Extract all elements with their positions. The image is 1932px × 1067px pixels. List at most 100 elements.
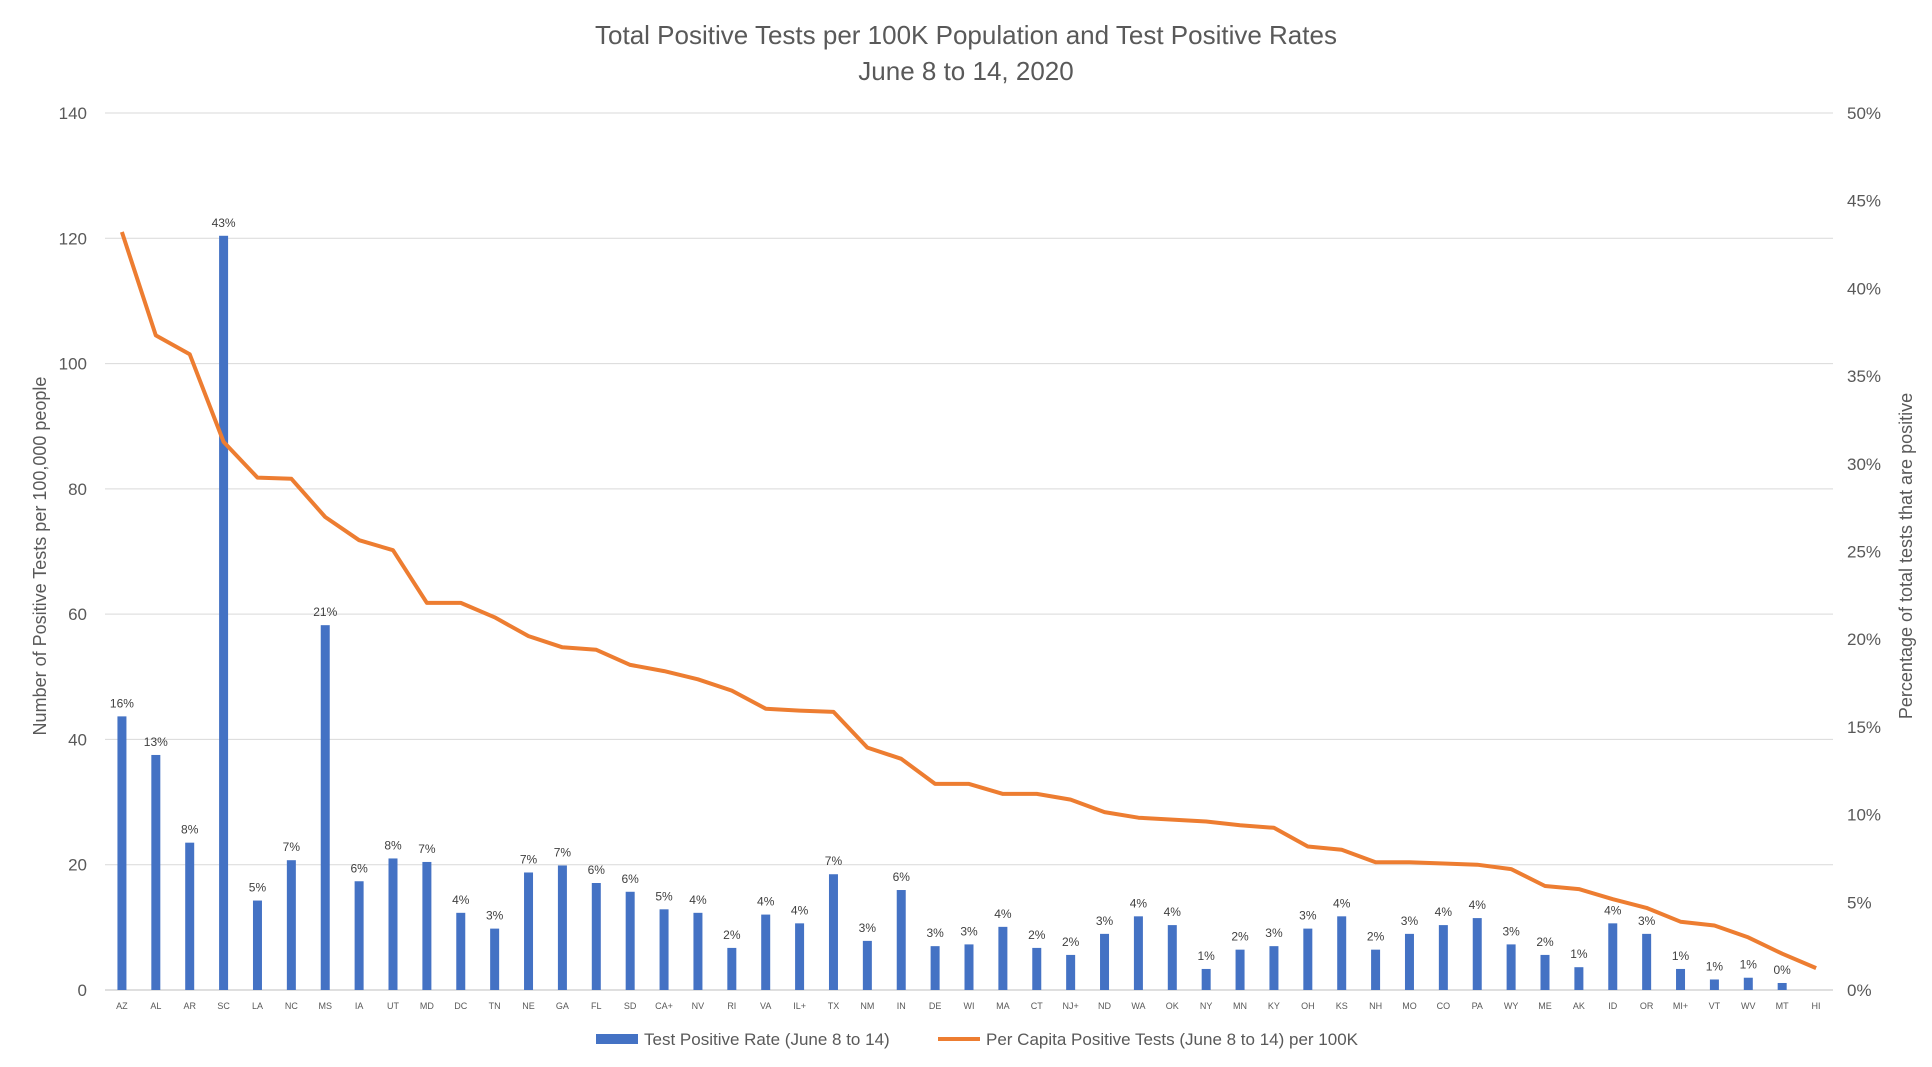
- bar: [320, 625, 330, 990]
- bar: [252, 900, 262, 990]
- category-tick-label: HI: [1812, 1001, 1821, 1011]
- bar: [1777, 982, 1787, 990]
- category-tick-label: DC: [454, 1001, 467, 1011]
- category-tick-label: TN: [489, 1001, 501, 1011]
- bar: [727, 947, 737, 990]
- bar-data-label: 5%: [249, 881, 267, 895]
- bar: [828, 874, 838, 990]
- category-tick-label: MA: [996, 1001, 1010, 1011]
- bar-data-label: 4%: [1469, 898, 1487, 912]
- bar: [422, 861, 432, 990]
- bar-data-label: 6%: [588, 863, 606, 877]
- bar-data-label: 4%: [1604, 903, 1622, 917]
- bar-data-label: 2%: [723, 928, 741, 942]
- bar: [1438, 925, 1448, 990]
- right-tick-label: 45%: [1847, 192, 1881, 211]
- left-tick-label: 100: [59, 355, 87, 374]
- bar: [388, 858, 398, 990]
- category-tick-label: LA: [252, 1001, 263, 1011]
- category-tick-label: FL: [591, 1001, 602, 1011]
- bar-data-label: 6%: [893, 870, 911, 884]
- bar-data-label: 2%: [1028, 928, 1046, 942]
- category-tick-label: NE: [522, 1001, 535, 1011]
- category-tick-label: KS: [1336, 1001, 1348, 1011]
- category-tick-label: VT: [1709, 1001, 1721, 1011]
- bar: [456, 912, 466, 990]
- category-tick-label: AL: [150, 1001, 161, 1011]
- category-tick-label: MS: [318, 1001, 332, 1011]
- category-tick-label: IA: [355, 1001, 364, 1011]
- bar-data-label: 3%: [1299, 909, 1317, 923]
- right-axis-label: Percentage of total tests that are posit…: [1896, 393, 1916, 719]
- bar: [1404, 933, 1414, 990]
- bar: [1371, 949, 1381, 990]
- chart-subtitle: June 8 to 14, 2020: [858, 56, 1073, 86]
- bar-data-label: 6%: [350, 861, 368, 875]
- category-tick-label: UT: [387, 1001, 399, 1011]
- bar-data-label: 3%: [486, 909, 504, 923]
- right-tick-label: 40%: [1847, 279, 1881, 298]
- category-tick-label: MT: [1776, 1001, 1789, 1011]
- series-line: [119, 231, 1817, 970]
- category-tick-label: DE: [929, 1001, 942, 1011]
- bar-data-label: 3%: [1638, 914, 1656, 928]
- bar-data-labels: 16% 13% 8% 43% 5% 7% 21% 6% 8% 7% 4% 3% 7% 7% 6% 6% 5% 4%…: [110, 216, 1791, 977]
- bar: [1032, 947, 1042, 990]
- bar: [591, 883, 601, 990]
- bar-data-label: 4%: [452, 893, 470, 907]
- bar: [659, 909, 669, 990]
- left-tick-label: 140: [59, 104, 87, 123]
- category-tick-label: AK: [1573, 1001, 1585, 1011]
- bar-data-label: 16%: [110, 696, 134, 710]
- category-tick-label: NY: [1200, 1001, 1213, 1011]
- bar: [1269, 946, 1279, 990]
- category-tick-label: RI: [727, 1001, 736, 1011]
- bar-data-label: 6%: [622, 872, 640, 886]
- chart-title: Total Positive Tests per 100K Population…: [595, 20, 1337, 50]
- bar: [998, 926, 1008, 990]
- bar: [1540, 954, 1550, 990]
- bar: [117, 716, 127, 990]
- category-tick-label: CT: [1031, 1001, 1043, 1011]
- bar: [1303, 928, 1313, 990]
- bar: [1574, 967, 1584, 990]
- bar: [1167, 925, 1177, 990]
- right-tick-label: 0%: [1847, 981, 1872, 1000]
- bar: [1743, 977, 1753, 990]
- bar-data-label: 2%: [1367, 930, 1385, 944]
- bar-data-label: 8%: [384, 838, 402, 852]
- right-tick-label: 20%: [1847, 630, 1881, 649]
- bar-data-label: 3%: [1096, 914, 1114, 928]
- bar: [354, 881, 364, 990]
- category-tick-label: OK: [1166, 1001, 1179, 1011]
- bar-data-label: 1%: [1672, 949, 1690, 963]
- category-tick-label: MO: [1402, 1001, 1417, 1011]
- bar: [625, 891, 635, 990]
- bar-data-label: 3%: [1265, 926, 1283, 940]
- category-tick-label: IL+: [793, 1001, 806, 1011]
- category-tick-label: AZ: [116, 1001, 128, 1011]
- legend-label-bar: Test Positive Rate (June 8 to 14): [644, 1030, 890, 1049]
- bar-data-label: 21%: [313, 605, 337, 619]
- bar-data-label: 7%: [554, 845, 572, 859]
- bar: [524, 872, 534, 990]
- bar-data-label: 4%: [1435, 905, 1453, 919]
- category-tick-label: VA: [760, 1001, 771, 1011]
- bar: [219, 235, 229, 990]
- bar-data-label: 1%: [1570, 947, 1588, 961]
- bar: [761, 914, 771, 990]
- bar-data-label: 5%: [655, 889, 673, 903]
- bar: [1337, 916, 1347, 990]
- bar: [862, 940, 872, 990]
- left-tick-label: 0: [78, 981, 87, 1000]
- category-tick-label: TX: [828, 1001, 840, 1011]
- bar-data-label: 4%: [757, 895, 775, 909]
- left-axis-ticks: 0 20 40 60 80 100 120 140: [59, 104, 87, 1000]
- bar: [151, 754, 161, 990]
- right-tick-label: 15%: [1847, 718, 1881, 737]
- bar: [964, 944, 974, 990]
- category-tick-label: ND: [1098, 1001, 1111, 1011]
- category-tick-label: WV: [1741, 1001, 1756, 1011]
- bar-data-label: 2%: [1231, 930, 1249, 944]
- legend-swatch-bar: [596, 1034, 638, 1044]
